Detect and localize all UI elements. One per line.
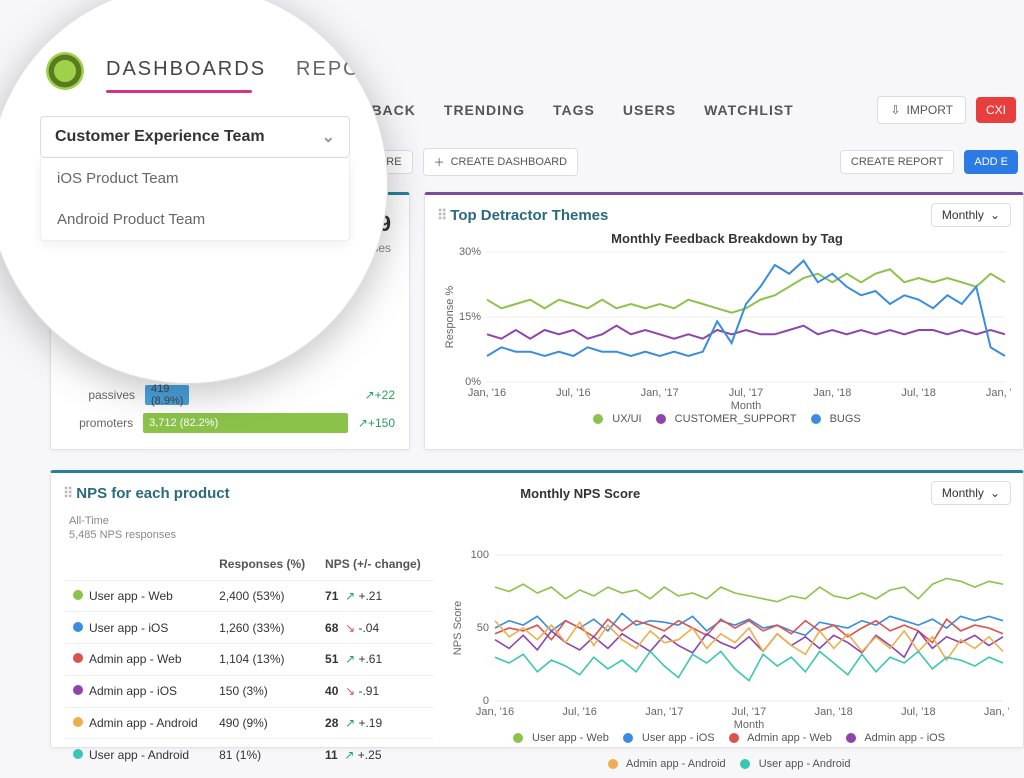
svg-text:15%: 15% [459, 311, 481, 323]
svg-text:Jan, '16: Jan, '16 [468, 387, 506, 399]
cxi-button[interactable]: CXI [976, 97, 1016, 123]
create-dashboard-label: CREATE DASHBOARD [451, 156, 568, 168]
products-table: Responses (%)NPS (+/- change)User app - … [65, 549, 433, 770]
svg-text:Jan, '18: Jan, '18 [815, 706, 853, 718]
svg-text:100: 100 [471, 549, 489, 561]
table-row: Admin app - Web1,104 (13%)51 ↗ +.61 [65, 644, 433, 676]
detractor-legend: UX/UI CUSTOMER_SUPPORT BUGS [441, 413, 1013, 425]
table-row: User app - Android81 (1%)11 ↗ +.25 [65, 739, 433, 770]
team-selector-options: iOS Product Team Android Product Team [40, 158, 350, 241]
team-selector[interactable]: Customer Experience Team ⌄ [40, 116, 350, 158]
nav-watchlist[interactable]: WATCHLIST [704, 102, 794, 118]
svg-text:Jul, '18: Jul, '18 [901, 387, 936, 399]
nav-users[interactable]: USERS [623, 102, 676, 118]
chevron-down-icon: ⌄ [322, 127, 335, 147]
table-row: User app - Web2,400 (53%)71 ↗ +.21 [65, 580, 433, 612]
products-range-dropdown[interactable]: Monthly ⌄ [931, 481, 1011, 505]
legend-item: User app - iOS [623, 732, 715, 744]
bar-label: passives [65, 388, 135, 402]
svg-text:Jul, '17: Jul, '17 [729, 387, 764, 399]
drag-handle-icon[interactable]: ⠿ [63, 485, 70, 502]
products-range-label: Monthly [942, 486, 984, 500]
download-icon: ⇩ [890, 103, 900, 117]
legend-item: User app - Android [740, 758, 851, 770]
team-selector-label: Customer Experience Team [55, 128, 265, 146]
svg-text:Jan, '16: Jan, '16 [476, 706, 514, 718]
svg-text:Jan, '17: Jan, '17 [641, 387, 679, 399]
nps-legend: User app - Web User app - iOS Admin app … [449, 732, 1009, 770]
import-label: IMPORT [907, 103, 953, 117]
add-button[interactable]: ADD E [964, 150, 1018, 174]
svg-text:50: 50 [477, 622, 489, 634]
svg-text:Response %: Response % [444, 286, 456, 349]
svg-text:Jan, '19: Jan, '19 [984, 706, 1009, 718]
team-option-android[interactable]: Android Product Team [41, 199, 349, 240]
drag-handle-icon[interactable]: ⠿ [437, 207, 444, 224]
svg-text:Month: Month [734, 719, 765, 729]
nps-chart: 050100NPS ScoreJan, '16Jul, '16Jan, '17J… [449, 549, 1009, 729]
detractor-range-dropdown[interactable]: Monthly ⌄ [931, 203, 1011, 227]
svg-text:Jan, '17: Jan, '17 [645, 706, 683, 718]
svg-text:Jan, '19: Jan, '19 [986, 387, 1011, 399]
tab-reports[interactable]: REPOR [296, 58, 377, 81]
chevron-down-icon: ⌄ [990, 208, 1000, 222]
plus-icon: ＋ [434, 154, 445, 170]
svg-text:Jan, '18: Jan, '18 [813, 387, 851, 399]
bar-trend: ↗+150 [358, 416, 395, 430]
products-subtitle2: 5,485 NPS responses [69, 529, 1023, 541]
team-option-ios[interactable]: iOS Product Team [41, 158, 349, 199]
svg-text:Jul, '18: Jul, '18 [901, 706, 936, 718]
legend-item: UX/UI [593, 413, 641, 425]
detractor-title: Top Detractor Themes [450, 207, 608, 224]
bar-trend: ↗+22 [365, 388, 395, 402]
bar-fill: 419 (8.9%) [145, 385, 189, 405]
nav-tags[interactable]: TAGS [553, 102, 595, 118]
legend-item: Admin app - iOS [846, 732, 945, 744]
svg-text:Month: Month [731, 400, 762, 410]
table-row: Admin app - Android490 (9%)28 ↗ +.19 [65, 707, 433, 739]
bar-fill: 3,712 (82.2%) [143, 413, 348, 433]
import-button[interactable]: ⇩ IMPORT [877, 96, 966, 124]
table-row: Admin app - iOS150 (3%)40 ↘ -.91 [65, 675, 433, 707]
svg-text:30%: 30% [459, 246, 481, 258]
tab-dashboards[interactable]: DASHBOARDS [106, 58, 266, 81]
app-logo [46, 52, 84, 90]
create-dashboard-button[interactable]: ＋ CREATE DASHBOARD [423, 148, 579, 176]
detractor-chart-title: Monthly Feedback Breakdown by Tag [441, 231, 1013, 246]
svg-text:Jul, '17: Jul, '17 [732, 706, 767, 718]
detractor-chart: 0%15%30%Response %Jan, '16Jul, '16Jan, '… [441, 246, 1011, 410]
bar-label: promoters [65, 416, 133, 430]
magnifier-overlay: DASHBOARDS REPOR Customer Experience Tea… [0, 0, 388, 384]
tab-underline [106, 90, 252, 93]
legend-item: Admin app - Android [608, 758, 726, 770]
legend-item: Admin app - Web [729, 732, 832, 744]
table-row: User app - iOS1,260 (33%)68 ↘ -.04 [65, 612, 433, 644]
nav-trending[interactable]: TRENDING [444, 102, 525, 118]
detractor-range-label: Monthly [942, 208, 984, 222]
legend-item: User app - Web [513, 732, 609, 744]
svg-text:Jul, '16: Jul, '16 [562, 706, 597, 718]
top-detractor-card: ⠿ Top Detractor Themes Monthly ⌄ Monthly… [424, 192, 1024, 450]
products-subtitle1: All-Time [69, 515, 1023, 527]
svg-text:NPS Score: NPS Score [452, 601, 464, 655]
legend-item: CUSTOMER_SUPPORT [656, 413, 797, 425]
products-title: NPS for each product [76, 485, 229, 502]
nps-chart-title: Monthly NPS Score [230, 486, 931, 501]
chevron-down-icon: ⌄ [990, 486, 1000, 500]
create-report-button[interactable]: CREATE REPORT [840, 150, 955, 174]
nps-products-card: ⠿ NPS for each product Monthly NPS Score… [50, 470, 1024, 748]
legend-item: BUGS [811, 413, 861, 425]
nps-bar-row: promoters 3,712 (82.2%) ↗+150 [65, 413, 395, 433]
nps-bar-row: passives 419 (8.9%) ↗+22 [65, 385, 395, 405]
svg-text:Jul, '16: Jul, '16 [556, 387, 591, 399]
